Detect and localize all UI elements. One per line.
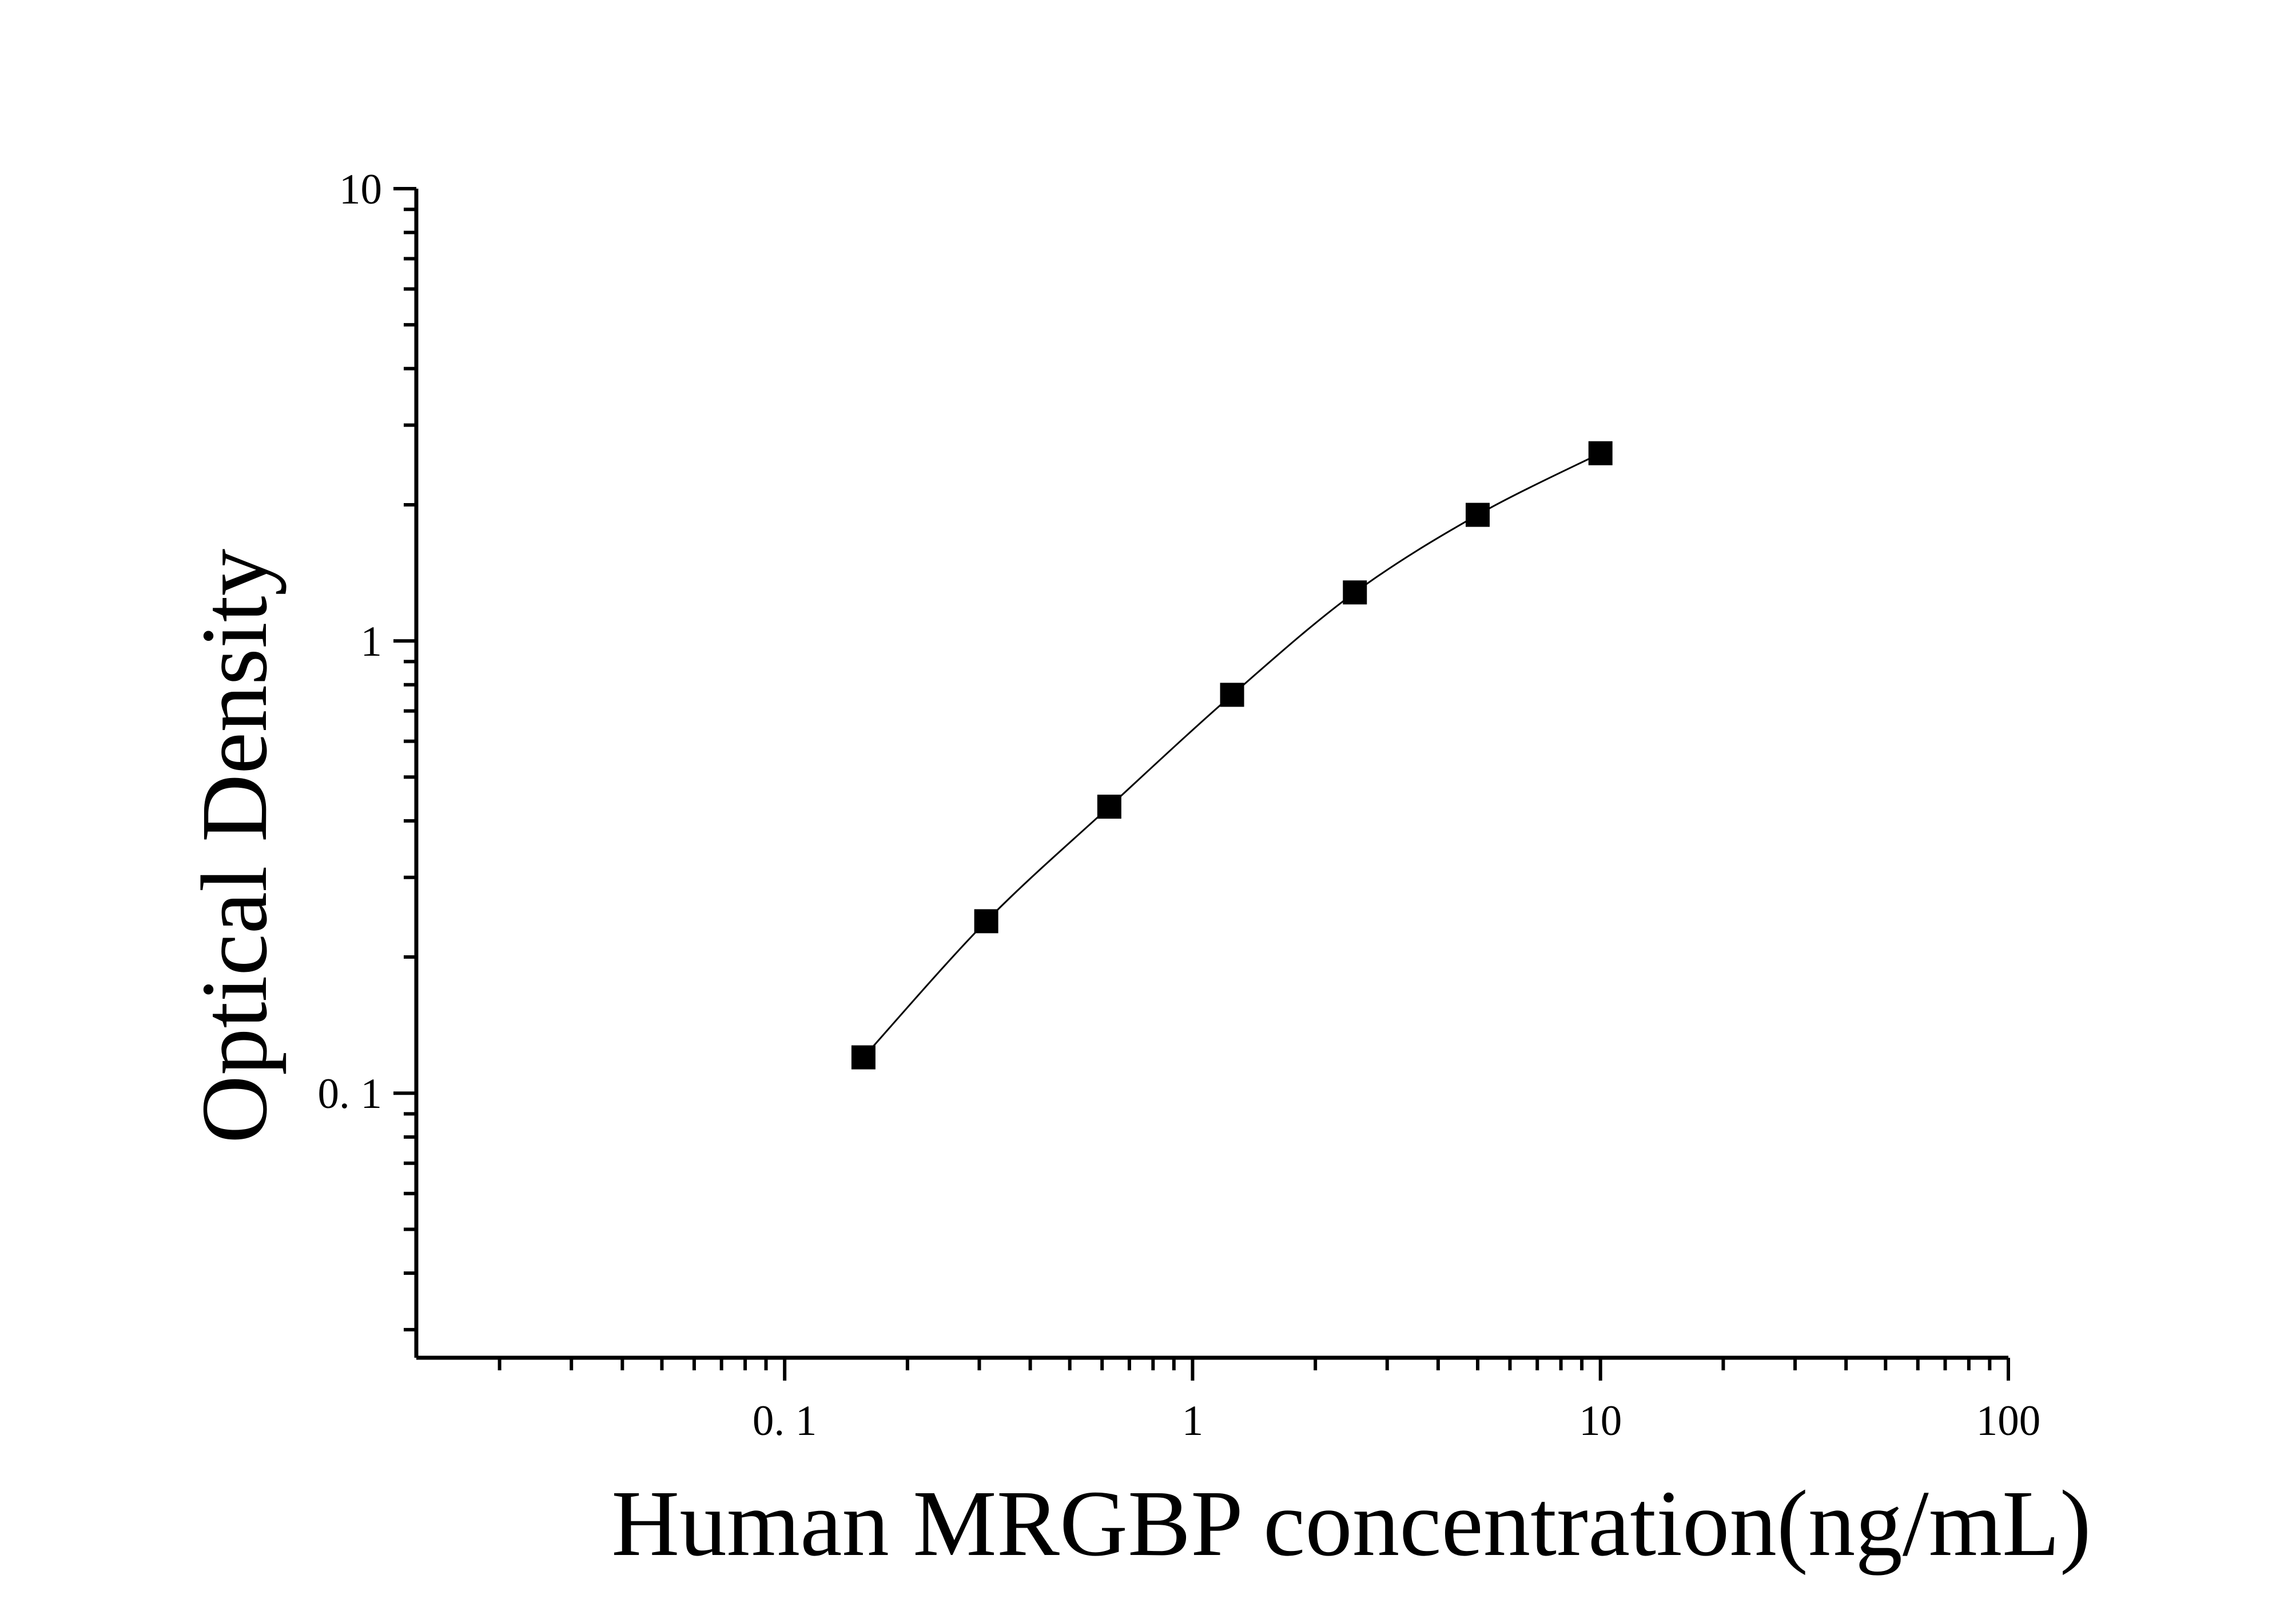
x-axis-title: Human MRGBP concentration(ng/mL) [611, 1471, 2091, 1576]
data-point [1588, 441, 1613, 465]
data-points-layer [851, 441, 1613, 1070]
x-tick-label: 10 [1579, 1397, 1622, 1445]
x-tick-label: 1 [1182, 1397, 1204, 1445]
data-point [1343, 580, 1367, 605]
y-axis-title: Optical Density [182, 549, 286, 1143]
y-tick-label: 10 [339, 166, 382, 213]
x-tick-label: 0. 1 [753, 1397, 817, 1445]
data-point [974, 909, 998, 934]
y-tick-label: 0. 1 [318, 1070, 383, 1118]
data-point [1220, 683, 1244, 707]
fit-curve [862, 452, 1601, 1058]
data-point [1097, 795, 1121, 819]
data-point [1466, 503, 1490, 527]
axes: 0. 1 1 10 100 0. 1 1 10 [318, 166, 2041, 1445]
fit-curve-layer [862, 452, 1601, 1058]
y-tick-label: 1 [361, 618, 383, 665]
x-tick-label: 100 [1976, 1397, 2041, 1445]
data-point [851, 1045, 876, 1070]
